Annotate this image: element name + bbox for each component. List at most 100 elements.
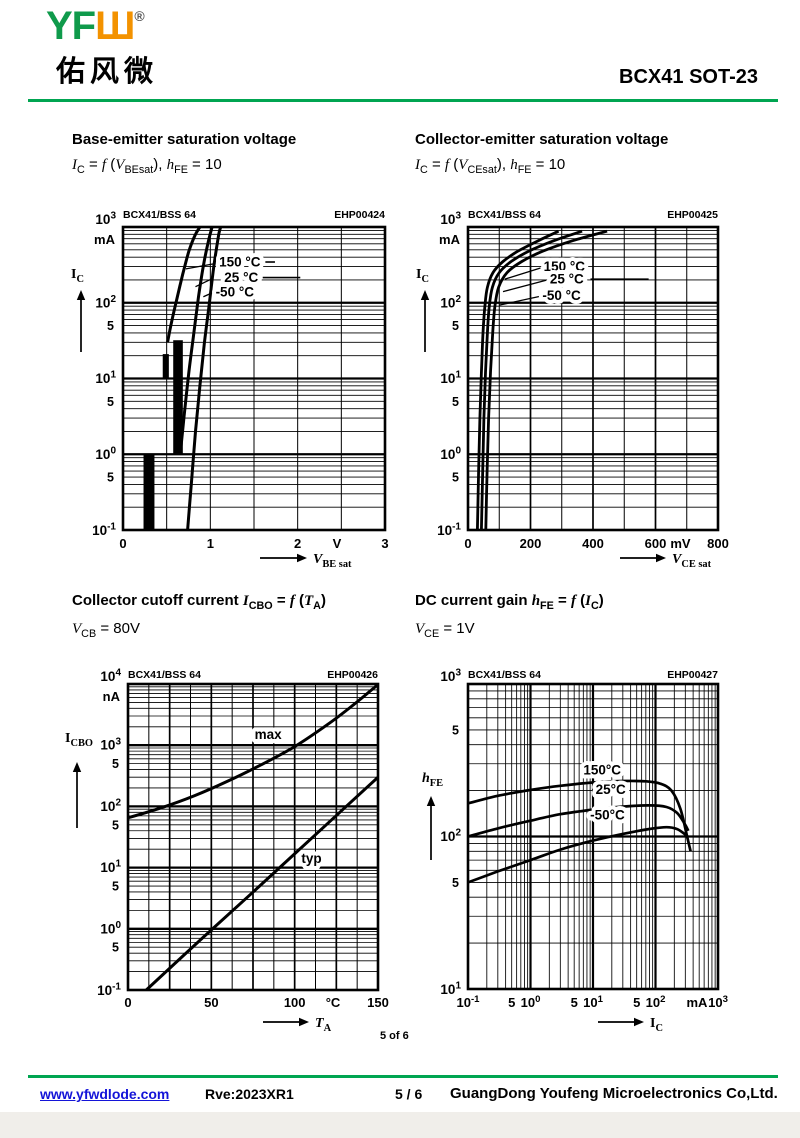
y-tick-label-5: 5: [112, 757, 119, 771]
axis-arrow-icon: [426, 796, 436, 806]
chart4-title: DC current gain hFE = f (IC): [415, 592, 604, 612]
chart1-condition: IC = f (VBEsat), hFE = 10: [72, 156, 222, 176]
x-tick-label: 3: [381, 536, 388, 551]
footer-website-link[interactable]: www.yfwdlode.com: [40, 1086, 170, 1102]
device-label: BCX41/BSS 64: [468, 669, 541, 681]
registered-trademark-icon: ®: [134, 8, 144, 24]
curve-label: 25°C: [596, 782, 626, 797]
x-tick-label: 2: [294, 536, 301, 551]
chart2-title: Collector-emitter saturation voltage: [415, 131, 669, 148]
page-title: BCX41 SOT-23: [619, 66, 758, 88]
x-tick-label: mA: [686, 995, 708, 1010]
y-quantity-label: IC: [71, 267, 84, 285]
chart1-title: Base-emitter saturation voltage: [72, 131, 297, 148]
label-leader-line: [502, 279, 547, 293]
x-tick-label: 50: [204, 995, 218, 1010]
x-tick-label: 150: [367, 995, 389, 1010]
y-tick-label: 103: [100, 736, 121, 752]
chart-canvas-ehp00425: BCX41/BSS 64 EHP00425 10-1 100 101 102 103 5 5 5 m…: [416, 209, 729, 570]
footer-page-number: 5 / 6: [395, 1086, 423, 1102]
x-tick-label: 5: [571, 995, 578, 1010]
scan-artifact: [143, 453, 155, 530]
curve-label: -50°C: [590, 808, 625, 823]
y-tick-label-5: 5: [452, 471, 459, 485]
brand-name-chinese: 佑风微: [56, 56, 159, 88]
y-tick-label: 101: [95, 370, 116, 386]
y-tick-label: 101: [100, 859, 121, 875]
label-leader-line: [499, 295, 540, 306]
y-tick-label-5: 5: [107, 395, 114, 409]
curve-code-label: EHP00426: [327, 669, 378, 681]
series-curve-150C: [468, 779, 692, 852]
brand-logo: YFШ®: [46, 6, 145, 46]
series-curve-typ: [145, 776, 378, 990]
header-rule: [28, 99, 778, 102]
x-tick-label: 0: [119, 536, 126, 551]
y-tick-label: 101: [440, 981, 461, 997]
x-tick-label: 0: [124, 995, 131, 1010]
plot-frame: [466, 225, 720, 532]
curve-code-label: EHP00424: [334, 209, 385, 221]
curve-label: typ: [301, 851, 321, 866]
y-tick-label: 100: [95, 445, 116, 461]
curve-label: 25 °C: [224, 270, 258, 285]
chart4-condition: VCE = 1V: [415, 620, 475, 640]
x-tick-label: 600: [645, 536, 667, 551]
curve-code-label: EHP00427: [667, 669, 718, 681]
y-quantity-label: IC: [416, 267, 429, 285]
y-tick-label: 103: [440, 211, 461, 227]
series-curve--50C: [468, 825, 690, 884]
x-tick-label: 0: [464, 536, 471, 551]
footer-revision: Rve:2023XR1: [205, 1086, 294, 1102]
curve-label: 150 °C: [544, 259, 586, 274]
axis-arrow-icon: [299, 1017, 309, 1027]
device-label: BCX41/BSS 64: [123, 209, 196, 221]
y-tick-label-5: 5: [112, 818, 119, 832]
x-tick-label: mV: [670, 536, 691, 551]
series-curve-25C: [480, 229, 583, 530]
label-leader-line: [185, 262, 216, 270]
label-leader-line: [203, 292, 213, 298]
x-tick-label: V: [333, 536, 342, 551]
series-curve--50C: [186, 227, 223, 530]
curve-code-label: EHP00425: [667, 209, 718, 221]
y-tick-label: 102: [440, 294, 461, 310]
x-tick-label: 100: [284, 995, 306, 1010]
x-quantity-label: IC: [650, 1016, 663, 1034]
x-tick-label: 103: [708, 994, 728, 1010]
y-tick-label-5: 5: [107, 319, 114, 333]
curve-label: 150°C: [583, 763, 621, 778]
y-tick-label: 102: [95, 294, 116, 310]
y-tick-label: 102: [100, 798, 121, 814]
x-quantity-label: VCE sat: [672, 552, 712, 570]
y-tick-label-5: 5: [452, 723, 459, 737]
curve-label: 150 °C: [219, 255, 261, 270]
y-tick-label: 101: [440, 370, 461, 386]
label-leader-line: [504, 267, 541, 280]
curve-label: max: [255, 727, 283, 742]
page-bottom-strip: [0, 1112, 800, 1138]
x-tick-label: 101: [583, 994, 603, 1010]
y-tick-label-5: 5: [112, 941, 119, 955]
chart-canvas-ehp00424: BCX41/BSS 64 EHP0042410-1100101102103555m…: [71, 209, 389, 570]
series-curve-150C: [166, 227, 202, 343]
y-tick-label-5: 5: [107, 471, 114, 485]
axis-arrow-icon: [656, 553, 666, 563]
page-note: 5 of 6: [380, 1030, 409, 1042]
device-label: BCX41/BSS 64: [468, 209, 541, 221]
curve-label: -50 °C: [542, 288, 581, 303]
curve-label: 25 °C: [550, 272, 584, 287]
series-curve--50C: [484, 229, 608, 530]
axis-arrow-icon: [297, 553, 307, 563]
label-leader-line: [195, 277, 214, 288]
axis-arrow-icon: [76, 290, 86, 300]
x-tick-label: 100: [521, 994, 541, 1010]
y-tick-label: 10-1: [97, 982, 121, 998]
axis-arrow-icon: [420, 290, 430, 300]
y-quantity-label: hFE: [422, 771, 443, 789]
y-tick-label: 100: [440, 445, 461, 461]
scan-artifact: [162, 354, 169, 379]
y-tick-label: 10-1: [92, 522, 116, 538]
